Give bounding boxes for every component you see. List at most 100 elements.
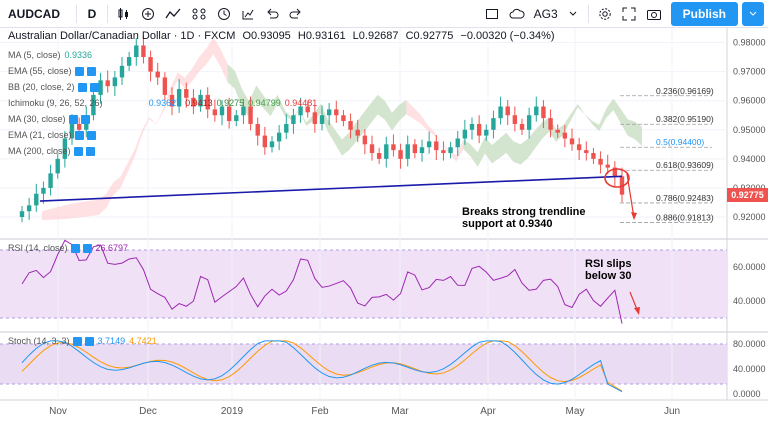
alert-icon[interactable] <box>212 3 236 25</box>
gear-icon[interactable] <box>82 243 92 253</box>
ichi-value: 0.9275 <box>216 98 245 108</box>
legend-ema21[interactable]: EMA (21, close) <box>8 130 96 140</box>
eye-icon[interactable] <box>68 114 78 124</box>
publish-button[interactable]: Publish <box>670 2 738 26</box>
candle-body <box>48 173 53 188</box>
candle-body <box>76 123 82 130</box>
ichi-value: 0.94799 <box>248 98 281 108</box>
candle-body <box>134 45 139 58</box>
separator <box>587 5 589 23</box>
layout-name[interactable]: AG3 <box>533 7 558 21</box>
legend-bb[interactable]: BB (20, close, 2) <box>8 82 99 92</box>
rsi-tick-label: 40.0000 <box>733 296 766 306</box>
axes: 0.98000 0.97000 0.96000 0.95000 0.94000 0.930… <box>49 38 765 417</box>
legend-ichimoku-label: Ichimoku (9, 26, 52, 26) <box>8 98 103 108</box>
layout-icon[interactable] <box>480 3 504 25</box>
candle-body <box>426 141 432 148</box>
gear-icon[interactable] <box>85 146 95 156</box>
price-tick-label: 0.94000 <box>733 154 766 164</box>
fib-label: 0.618(0.93609) <box>656 160 714 170</box>
candle-body <box>284 123 289 133</box>
candle-body <box>598 158 603 165</box>
cloud-save-icon[interactable] <box>504 3 530 25</box>
annotation-line: below 30 <box>585 270 632 282</box>
interval-button[interactable]: D <box>87 6 97 21</box>
legend-rsi[interactable]: RSI (14, close) 26.6797 <box>8 243 128 253</box>
candle-body <box>291 115 296 124</box>
stoch-tick-label: 80.0000 <box>733 339 766 349</box>
eye-icon[interactable] <box>72 336 82 346</box>
candle-body <box>119 65 125 78</box>
gear-icon[interactable] <box>86 130 96 140</box>
candle-body <box>62 138 68 159</box>
time-tick-label: Jun <box>664 406 680 417</box>
time-tick-label: 2019 <box>221 406 244 417</box>
rsi-tick-label: 60.0000 <box>733 262 766 272</box>
eye-icon[interactable] <box>73 146 83 156</box>
undo-icon[interactable] <box>260 3 284 25</box>
price-tick-label: 0.97000 <box>733 67 766 77</box>
price-chart[interactable]: 0.236(0.96169) 0.382(0.95190) 0.5(0.94400)… <box>0 28 768 423</box>
gear-icon[interactable] <box>80 114 90 124</box>
candle-body <box>112 77 118 87</box>
gear-icon[interactable] <box>86 66 96 76</box>
legend-ma200[interactable]: MA (200, close) <box>8 146 95 156</box>
legend-ma30[interactable]: MA (30, close) <box>8 114 90 124</box>
candle-body <box>576 144 582 151</box>
low-value: L0.92687 <box>352 30 399 42</box>
chevron-down-icon[interactable] <box>742 2 764 26</box>
legend-ema55[interactable]: EMA (55, close) <box>8 66 96 76</box>
candle-body <box>534 106 539 116</box>
eye-icon[interactable] <box>70 243 80 253</box>
eye-icon[interactable] <box>77 82 87 92</box>
legend-stoch-label: Stoch (14, 3, 3) <box>8 336 70 346</box>
candle-body <box>405 144 410 159</box>
legend-bb-label: BB (20, close, 2) <box>8 82 75 92</box>
legend-ema55-label: EMA (55, close) <box>8 66 72 76</box>
candle-body <box>319 115 325 124</box>
fullscreen-icon[interactable] <box>617 3 641 25</box>
price-tick-label: 0.92000 <box>733 212 766 222</box>
indicators-icon[interactable] <box>160 3 186 25</box>
gear-icon[interactable] <box>89 82 99 92</box>
candle-body <box>512 115 518 124</box>
cloud-area-green <box>227 64 407 156</box>
candle-body <box>312 112 318 124</box>
candle-body <box>198 94 203 107</box>
price-pane-bg <box>0 28 727 238</box>
open-value: O0.93095 <box>242 30 291 42</box>
gear-icon[interactable] <box>84 336 94 346</box>
chevron-down-icon[interactable] <box>562 3 584 25</box>
legend-ma200-label: MA (200, close) <box>8 146 71 156</box>
legend-ma5[interactable]: MA (5, close) 0.9336 <box>8 50 92 60</box>
candle-body <box>341 115 346 122</box>
legend-ichimoku[interactable]: Ichimoku (9, 26, 52, 26) 0.93627 0.9413 … <box>8 98 317 108</box>
redo-icon[interactable] <box>284 3 308 25</box>
separator <box>76 4 77 23</box>
chart-area[interactable]: 0.236(0.96169) 0.382(0.95190) 0.5(0.94400)… <box>0 28 768 423</box>
camera-icon[interactable] <box>641 3 667 25</box>
candle-body <box>526 115 532 130</box>
candle-body <box>548 118 553 130</box>
candle-body <box>34 193 39 206</box>
gear-icon[interactable] <box>593 3 617 25</box>
toolbar: AUDCAD D AG3 <box>0 0 768 28</box>
templates-icon[interactable] <box>186 3 212 25</box>
eye-icon[interactable] <box>74 130 84 140</box>
candle-body <box>419 147 425 154</box>
candle-body <box>176 89 182 107</box>
compare-icon[interactable] <box>136 3 160 25</box>
fib-label: 0.5(0.94400) <box>656 137 704 147</box>
eye-icon[interactable] <box>74 66 84 76</box>
legend-stoch[interactable]: Stoch (14, 3, 3) 3.7149 4.7421 <box>8 336 157 346</box>
candles-icon[interactable] <box>112 3 136 25</box>
candle-body <box>412 144 418 154</box>
legend-ema21-label: EMA (21, close) <box>8 130 72 140</box>
fibonacci-levels: 0.236(0.96169) 0.382(0.95190) 0.5(0.94400)… <box>620 86 714 223</box>
symbol-search[interactable]: AUDCAD <box>8 6 60 21</box>
replay-icon[interactable] <box>236 3 260 25</box>
candle-body <box>262 135 268 148</box>
candle-body <box>269 141 275 148</box>
last-price-tag: 0.92775 <box>727 188 768 202</box>
time-tick-label: May <box>566 406 585 417</box>
